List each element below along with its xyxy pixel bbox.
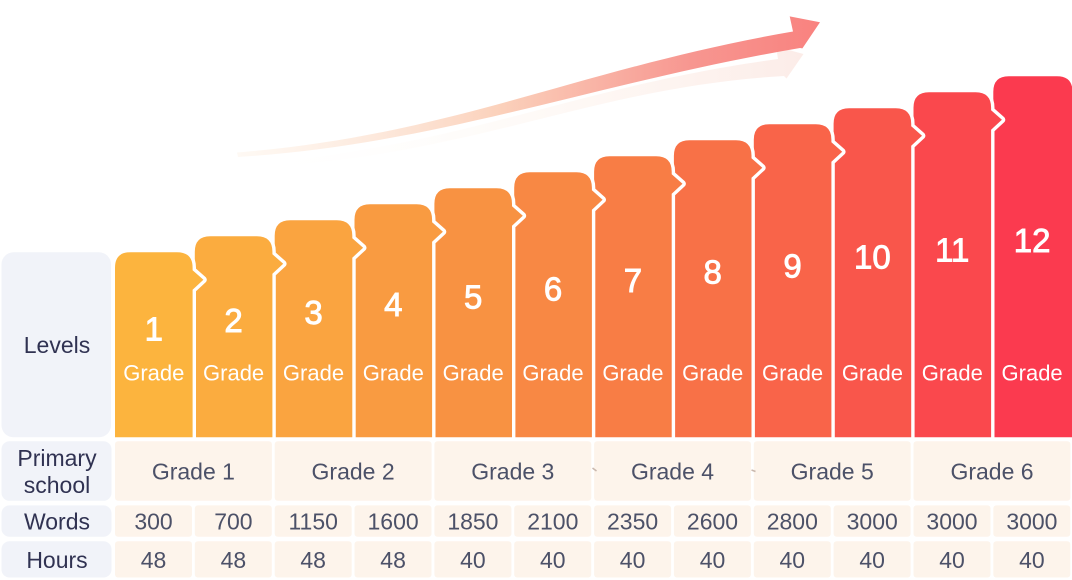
svg-text:Grade: Grade — [682, 361, 743, 386]
svg-text:4: 4 — [384, 286, 402, 323]
svg-text:8: 8 — [704, 254, 722, 291]
svg-text:1150: 1150 — [288, 509, 337, 535]
svg-text:Grade 5: Grade 5 — [791, 459, 874, 485]
svg-text:48: 48 — [221, 547, 247, 573]
svg-text:Grade 2: Grade 2 — [312, 459, 395, 485]
svg-text:Grade 4: Grade 4 — [631, 459, 714, 485]
svg-text:40: 40 — [939, 547, 965, 573]
svg-text:Grade: Grade — [363, 361, 424, 386]
svg-text:2600: 2600 — [687, 509, 738, 535]
svg-text:48: 48 — [380, 547, 406, 573]
svg-text:Levels: Levels — [24, 332, 90, 358]
svg-text:40: 40 — [1019, 547, 1045, 573]
svg-text:3000: 3000 — [847, 509, 898, 535]
svg-text:Grade: Grade — [1002, 361, 1063, 386]
svg-text:2800: 2800 — [767, 509, 818, 535]
svg-text:40: 40 — [460, 547, 486, 573]
svg-text:40: 40 — [700, 547, 726, 573]
svg-text:Grade: Grade — [602, 361, 663, 386]
svg-text:school: school — [24, 472, 90, 498]
svg-text:Grade 6: Grade 6 — [950, 459, 1033, 485]
svg-text:Grade: Grade — [842, 361, 903, 386]
svg-text:3000: 3000 — [926, 509, 977, 535]
svg-text:Primary: Primary — [17, 445, 97, 471]
svg-text:7: 7 — [624, 262, 642, 299]
svg-text:Grade: Grade — [922, 361, 983, 386]
svg-text:2100: 2100 — [527, 509, 578, 535]
svg-text:6: 6 — [544, 271, 562, 308]
svg-text:40: 40 — [540, 547, 566, 573]
svg-text:1: 1 — [145, 311, 163, 348]
svg-text:48: 48 — [141, 547, 167, 573]
svg-text:Grade 1: Grade 1 — [152, 459, 235, 485]
svg-text:Grade 3: Grade 3 — [471, 459, 554, 485]
svg-text:2350: 2350 — [607, 509, 658, 535]
svg-text:Hours: Hours — [26, 547, 87, 573]
svg-text:11: 11 — [935, 232, 969, 269]
svg-text:3: 3 — [304, 294, 322, 331]
svg-text:3000: 3000 — [1006, 509, 1057, 535]
svg-text:Grade: Grade — [203, 361, 264, 386]
svg-text:2: 2 — [224, 302, 242, 339]
svg-text:Grade: Grade — [283, 361, 344, 386]
svg-text:1600: 1600 — [368, 509, 419, 535]
svg-text:40: 40 — [620, 547, 646, 573]
svg-text:40: 40 — [859, 547, 885, 573]
svg-text:10: 10 — [854, 239, 891, 276]
svg-text:Grade: Grade — [123, 361, 184, 386]
svg-text:700: 700 — [214, 509, 252, 535]
svg-text:Grade: Grade — [762, 361, 823, 386]
svg-text:5: 5 — [464, 279, 482, 316]
svg-text:9: 9 — [783, 248, 801, 285]
svg-text:300: 300 — [134, 509, 172, 535]
svg-text:1850: 1850 — [447, 509, 498, 535]
svg-text:Words: Words — [24, 509, 90, 535]
svg-text:12: 12 — [1014, 222, 1051, 259]
svg-text:Grade: Grade — [443, 361, 504, 386]
svg-text:48: 48 — [300, 547, 326, 573]
svg-text:40: 40 — [780, 547, 806, 573]
svg-text:Grade: Grade — [522, 361, 583, 386]
